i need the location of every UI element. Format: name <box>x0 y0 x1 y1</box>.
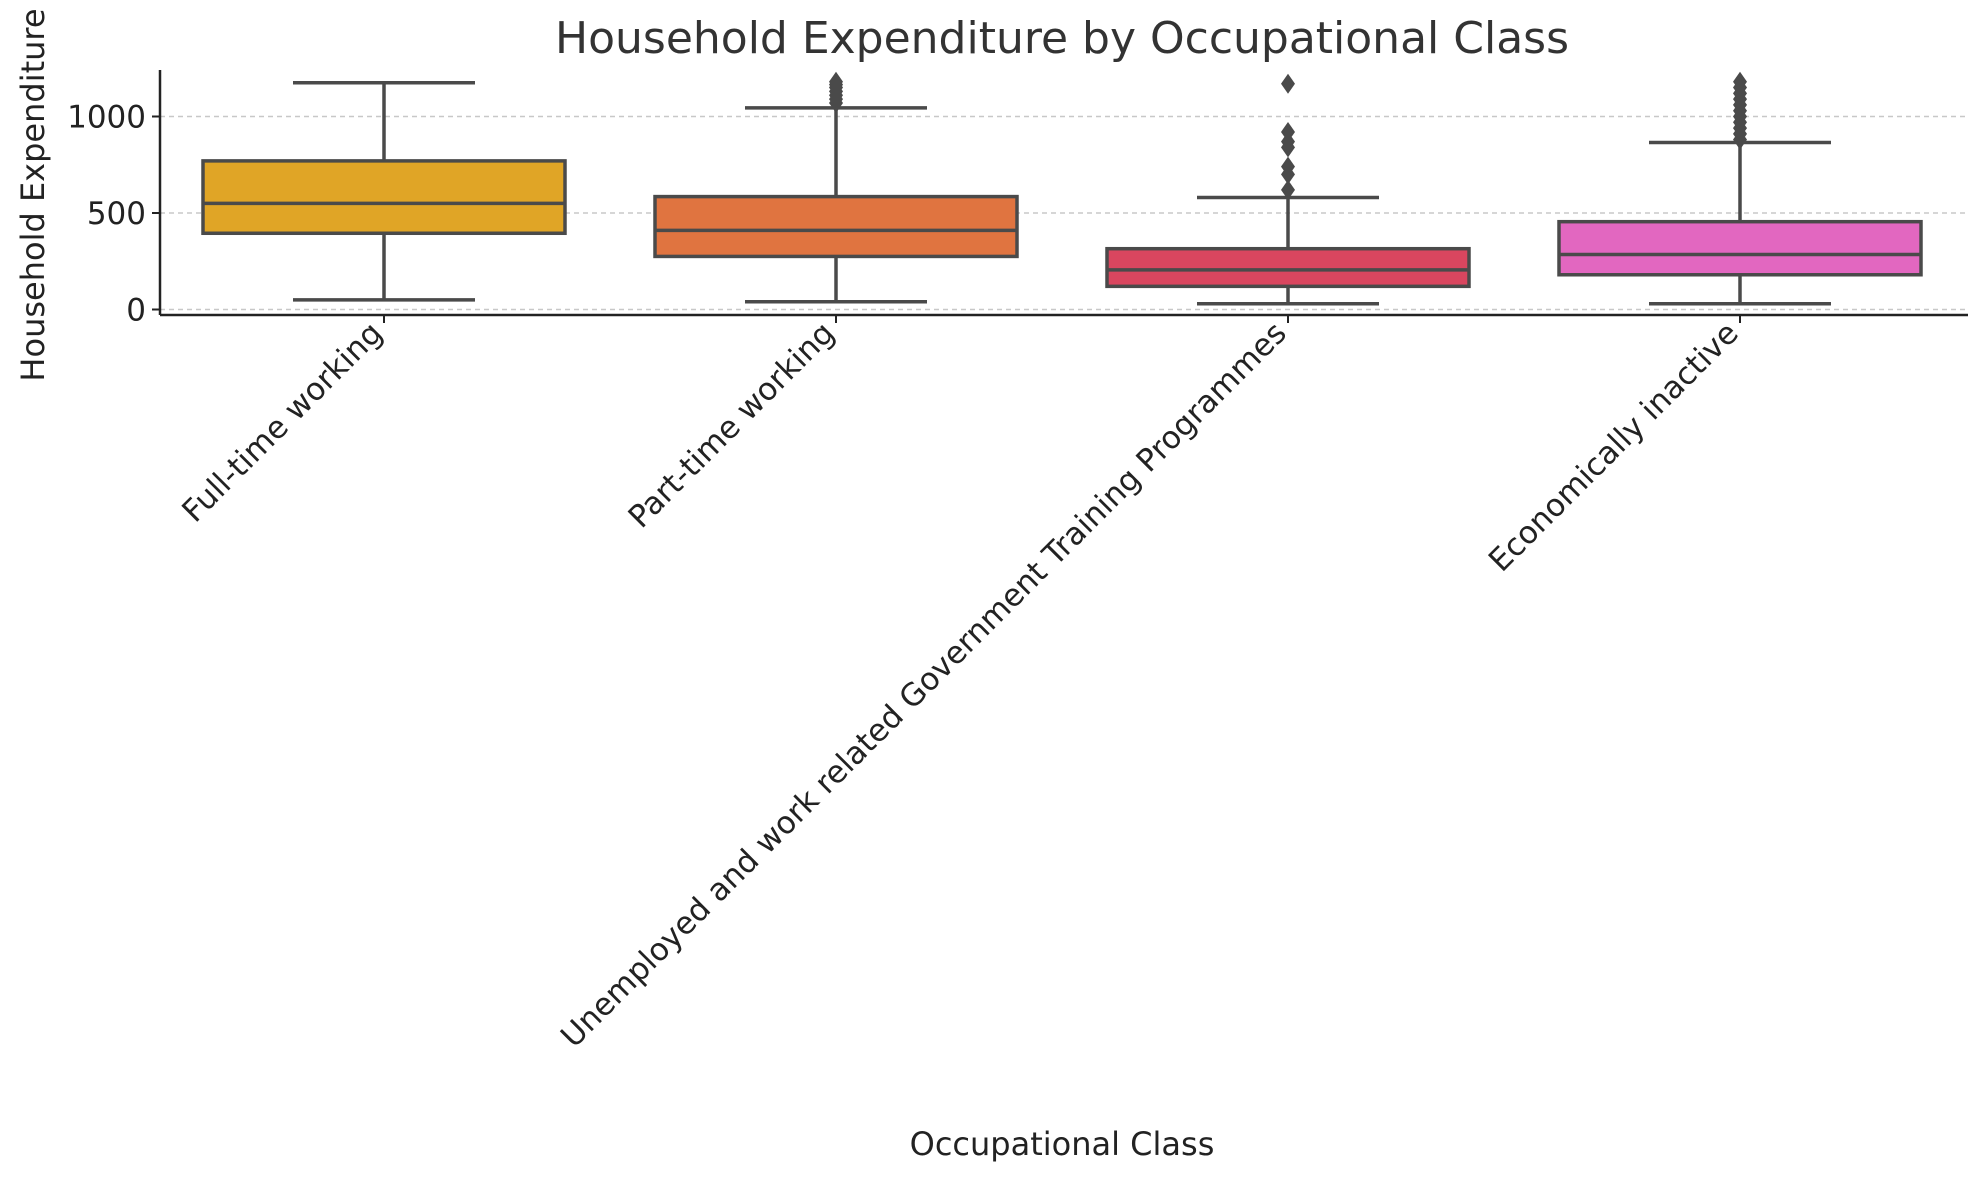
iqr-box <box>201 159 567 236</box>
box-2 <box>653 71 1019 304</box>
box-4 <box>1557 71 1923 306</box>
y-axis-label: Household Expenditure <box>14 8 52 381</box>
x-tick-label: Economically inactive <box>1482 315 1746 579</box>
iqr-box <box>1105 246 1471 289</box>
box-1 <box>201 80 567 302</box>
y-tick-label: 0 <box>126 293 146 329</box>
outlier-point <box>1281 121 1295 142</box>
x-tick-label: Full-time working <box>175 315 389 529</box>
boxes-layer <box>201 71 1923 306</box>
x-tick-label: Part-time working <box>622 315 842 535</box>
iqr-box <box>653 194 1019 259</box>
x-tick-label: Unemployed and work related Government T… <box>554 315 1294 1055</box>
iqr-box <box>1557 219 1923 277</box>
y-tick-label: 1000 <box>67 100 146 136</box>
outlier-point <box>1281 156 1295 177</box>
outlier-point <box>1733 71 1747 92</box>
chart-title: Household Expenditure by Occupational Cl… <box>555 13 1569 64</box>
y-tick-label: 500 <box>87 196 146 232</box>
outlier-point <box>1281 179 1295 200</box>
outlier-point <box>1281 73 1295 94</box>
x-axis-label: Occupational Class <box>910 1125 1215 1163</box>
axes <box>158 70 1968 317</box>
outlier-point <box>829 71 843 92</box>
box-3 <box>1105 73 1471 306</box>
